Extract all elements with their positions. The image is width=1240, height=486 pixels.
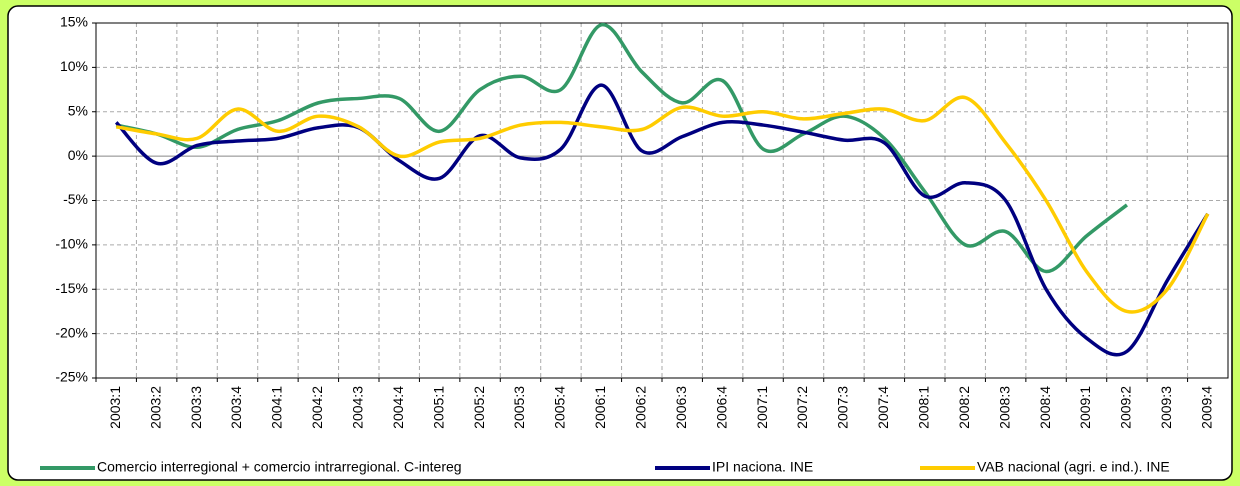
series-line [115,95,1210,314]
x-tick-label: 2009:3 [1158,386,1174,429]
x-tick-label: 2005:1 [430,386,446,429]
x-tick-label: 2005:2 [471,386,487,429]
legend-label: VAB nacional (agri. e ind.). INE [977,459,1170,475]
x-tick-label: 2003:1 [107,386,123,429]
y-tick-label: 0% [68,147,88,163]
x-tick-label: 2005:4 [552,386,568,429]
x-tick-label: 2007:1 [754,386,770,429]
series-line [114,83,1210,357]
x-tick-label: 2008:4 [1037,386,1053,429]
x-tick-label: 2004:4 [390,386,406,429]
x-tick-label: 2003:4 [228,386,244,429]
y-tick-label: -20% [55,324,88,340]
x-tick-label: 2004:2 [309,386,325,429]
x-tick-label: 2009:1 [1077,386,1093,429]
x-tick-label: 2007:2 [794,386,810,429]
y-tick-label: 5% [68,102,88,118]
x-tick-label: 2004:1 [269,386,285,429]
x-tick-label: 2004:3 [349,386,365,429]
x-tick-label: 2003:2 [147,386,163,429]
x-tick-label: 2006:3 [673,386,689,429]
x-tick-label: 2007:4 [875,386,891,429]
x-tick-label: 2006:4 [713,386,729,429]
chart-frame [7,5,1233,481]
y-tick-label: 15% [60,14,88,30]
x-tick-label: 2009:4 [1198,386,1214,429]
x-tick-label: 2008:2 [956,386,972,429]
x-tick-label: 2008:3 [996,386,1012,429]
y-tick-label: -15% [55,280,88,296]
y-tick-label: -5% [63,191,88,207]
x-tick-label: 2008:1 [915,386,931,429]
x-tick-label: 2006:2 [632,386,648,429]
legend-label: Comercio interregional + comercio intrar… [97,459,462,475]
y-tick-label: -10% [55,236,88,252]
x-tick-label: 2005:3 [511,386,527,429]
series-line [115,23,1128,274]
y-tick-label: 10% [60,58,88,74]
y-tick-label: -25% [55,369,88,385]
x-tick-label: 2009:2 [1118,386,1134,429]
x-tick-label: 2003:3 [188,386,204,429]
x-tick-label: 2007:3 [835,386,851,429]
legend-label: IPI naciona. INE [712,459,813,475]
x-tick-label: 2006:1 [592,386,608,429]
